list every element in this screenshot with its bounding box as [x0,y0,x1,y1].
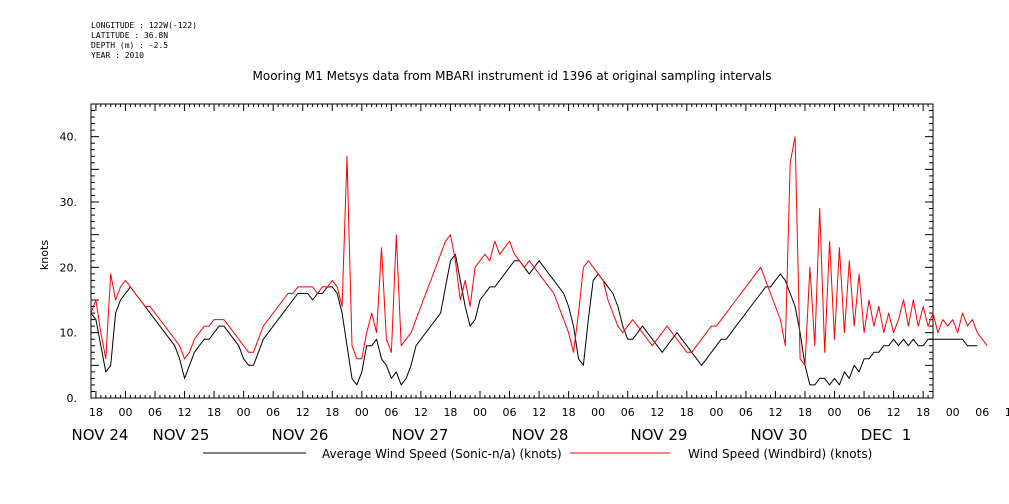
x-tick-label: 00 [355,406,369,419]
mooring-metadata: LONGITUDE : 122W(-122) LATITUDE : 36.8N … [91,21,197,61]
y-tick-label: 10. [60,327,78,340]
x-tick-label: 06 [266,406,280,419]
x-date-label: NOV 29 [631,426,688,444]
x-date-label: DEC 1 [861,426,912,444]
legend-label-wind-speed-windbird: Wind Speed (Windbird) (knots) [688,447,872,461]
x-tick-label: 06 [384,406,398,419]
x-tick-label: 00 [591,406,605,419]
x-tick-label: 12 [296,406,310,419]
x-tick-label: 18 [798,406,812,419]
metadata-longitude: LONGITUDE : 122W(-122) [91,21,197,30]
x-tick-label: 06 [739,406,753,419]
y-axis-label: knots [38,240,51,270]
x-tick-label: 06 [148,406,162,419]
x-tick-label: 12 [1005,406,1009,419]
x-tick-label: 12 [887,406,901,419]
y-tick-label: 0. [67,392,78,405]
x-axis: 18 00 06 12 18 00 06 12 18 00 06 12 18 00 06 12 18 00 06 12… [72,104,1009,444]
chart-title: Mooring M1 Metsys data from MBARI instru… [253,69,772,83]
metadata-year: YEAR : 2010 [91,51,144,60]
x-tick-label: 06 [503,406,517,419]
legend: Average Wind Speed (Sonic-n/a) (knots) W… [203,447,872,461]
series-layer [90,136,988,386]
x-tick-label: 06 [975,406,989,419]
y-tick-label: 30. [60,196,78,209]
x-date-label: NOV 30 [751,426,808,444]
y-tick-label: 40. [60,131,78,144]
x-tick-label: 06 [857,406,871,419]
x-date-label: NOV 24 [72,426,129,444]
x-tick-label: 00 [946,406,960,419]
x-tick-label: 18 [916,406,930,419]
x-date-label: NOV 25 [153,426,210,444]
x-tick-label: 12 [768,406,782,419]
x-tick-label: 12 [532,406,546,419]
x-tick-label: 12 [178,406,192,419]
x-tick-label: 00 [237,406,251,419]
series-wind-speed-windbird-line [90,136,988,366]
y-tick-label: 20. [60,261,78,274]
x-tick-label: 06 [621,406,635,419]
x-tick-label: 18 [680,406,694,419]
y-axis: 0. 10. 20. 30. 40. [60,103,933,405]
x-tick-label: 12 [414,406,428,419]
x-date-label: NOV 26 [272,426,329,444]
x-tick-label: 00 [118,406,132,419]
x-date-label: NOV 28 [512,426,569,444]
x-date-label: NOV 27 [392,426,449,444]
x-tick-label: 12 [650,406,664,419]
x-tick-label: 18 [443,406,457,419]
plot-frame [90,103,934,399]
x-tick-label: 18 [562,406,576,419]
x-tick-label: 18 [89,406,103,419]
x-tick-label: 18 [207,406,221,419]
x-tick-label: 18 [325,406,339,419]
x-tick-label: 00 [828,406,842,419]
x-tick-label: 00 [709,406,723,419]
metadata-depth: DEPTH (m) : -2.5 [91,41,169,50]
x-tick-label: 00 [473,406,487,419]
legend-label-average-wind-speed: Average Wind Speed (Sonic-n/a) (knots) [322,447,562,461]
metadata-latitude: LATITUDE : 36.8N [91,31,169,40]
